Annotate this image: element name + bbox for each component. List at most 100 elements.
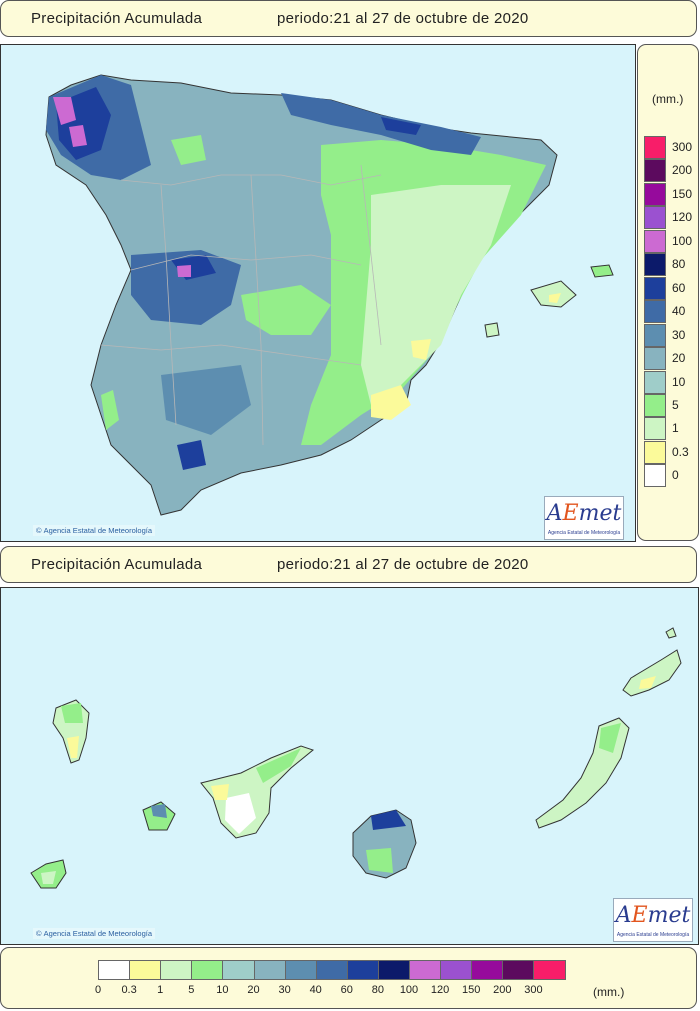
lanzarote (622, 649, 682, 697)
map-canarias[interactable]: © Agencia Estatal de Meteorología AEmet … (0, 587, 699, 945)
la-graciosa (665, 627, 677, 639)
legend-swatch (409, 960, 442, 980)
central-green (241, 285, 331, 335)
tenerife-yellow (211, 784, 229, 800)
logo-letters-met: met (578, 501, 622, 526)
legend-swatch (644, 393, 666, 417)
map-period-canarias: periodo:21 al 27 de octubre de 2020 (277, 556, 529, 573)
tenerife-green (256, 748, 301, 783)
lanzarote-yellow (639, 676, 656, 689)
legend-swatch (191, 960, 225, 980)
legend-unit-bottom: (mm.) (593, 985, 625, 999)
north-green (171, 135, 206, 165)
legend-label: 5 (188, 984, 195, 996)
province-borders (100, 164, 382, 446)
legend-label: 0 (672, 468, 679, 483)
legend-vertical: (mm.) 300 200 150 120 100 80 60 40 30 20 10 5 1 0.3 0 (637, 44, 699, 541)
legend-swatch (644, 417, 666, 441)
credit-text: Agencia Estatal de Meteorología (43, 526, 153, 535)
legend-label: 200 (672, 163, 693, 178)
legend-label: 150 (462, 984, 481, 996)
aemet-logo-canarias: AEmet Agencia Estatal de Meteorología (613, 898, 693, 942)
legend-swatch (644, 276, 666, 300)
legend-label: 300 (672, 140, 693, 154)
legend-label: 20 (247, 984, 260, 996)
legend-swatch (644, 370, 666, 394)
legend-label: 60 (340, 984, 353, 996)
legend-label: 1 (672, 421, 679, 436)
legend-label: 5 (672, 397, 679, 412)
logo-subtitle: Agencia Estatal de Meteorología (616, 932, 690, 938)
legend-label: 100 (672, 233, 693, 248)
legend-label: 300 (524, 984, 543, 996)
logo-letter-a: A (546, 501, 563, 526)
legend-swatch (644, 253, 666, 277)
precipitation-map-canarias (30, 627, 682, 889)
central-purple (177, 265, 191, 277)
logo-letter-e: E (631, 903, 648, 928)
legend-swatch (253, 960, 287, 980)
legend-horizontal: 0 0.3 1 5 10 20 30 40 60 80 100 120 150 200 300 (mm.) (0, 947, 697, 1009)
legend-swatch (284, 960, 318, 980)
legend-unit: (mm.) (652, 92, 684, 106)
south-dark (177, 440, 206, 470)
legend-label: 30 (278, 984, 291, 996)
header-canarias: Precipitación Acumulada periodo:21 al 27… (0, 546, 697, 583)
map-peninsula[interactable]: © Agencia Estatal de Meteorología AEmet … (0, 44, 636, 542)
precipitation-map-peninsula (45, 74, 614, 516)
mallorca (530, 280, 577, 308)
gran-canaria-south (366, 848, 393, 873)
la-gomera-wet (151, 804, 167, 818)
legend-swatch (644, 159, 666, 183)
legend-label: 0.3 (121, 984, 137, 996)
legend-swatch (644, 206, 666, 230)
legend-swatch (346, 960, 380, 980)
map-title: Precipitación Acumulada (31, 10, 203, 27)
legend-label: 120 (672, 210, 693, 225)
galicia-purple (53, 97, 76, 125)
logo-subtitle: Agencia Estatal de Meteorología (547, 530, 621, 536)
legend-swatch (160, 960, 194, 980)
legend-swatch (502, 960, 536, 980)
legend-swatch (440, 960, 474, 980)
header-peninsula: Precipitación Acumulada periodo:21 al 27… (0, 0, 697, 37)
legend-label: 60 (672, 280, 686, 295)
legend-swatch (98, 960, 131, 980)
legend-swatch (644, 440, 666, 464)
legend-swatch (644, 347, 666, 371)
fuerteventura-green (599, 723, 621, 753)
legend-swatch (129, 960, 163, 980)
legend-label: 30 (672, 327, 686, 342)
legend-swatch (471, 960, 505, 980)
east-light-band (361, 185, 511, 405)
legend-label: 200 (493, 984, 512, 996)
portugal-green (101, 390, 119, 430)
legend-label: 100 (399, 984, 419, 996)
logo-letter-e: E (562, 501, 579, 526)
tenerife-white (225, 793, 256, 834)
map-period: periodo:21 al 27 de octubre de 2020 (277, 10, 529, 27)
southwest-wet (161, 365, 251, 435)
legend-swatch (644, 323, 666, 347)
legend-swatch (377, 960, 411, 980)
legend-swatch (644, 182, 666, 206)
legend-label: 0.3 (672, 444, 689, 459)
legend-label: 10 (216, 984, 229, 996)
legend-label: 0 (94, 984, 102, 996)
valencia-yellow (411, 339, 431, 360)
copyright-credit: © Agencia Estatal de Meteorología (33, 525, 156, 536)
credit-text-canarias: Agencia Estatal de Meteorología (43, 929, 153, 938)
legend-label: 1 (157, 984, 164, 996)
legend-swatch (222, 960, 256, 980)
map-title-canarias: Precipitación Acumulada (31, 556, 203, 573)
legend-label: 150 (672, 186, 693, 201)
southeast-yellow (371, 385, 411, 420)
copyright-credit-canarias: © Agencia Estatal de Meteorología (33, 928, 156, 939)
legend-swatch (644, 229, 666, 253)
legend-label: 10 (672, 374, 686, 389)
cantabric-dark (381, 117, 421, 135)
legend-swatch (644, 464, 666, 488)
legend-swatch (644, 136, 666, 159)
cantabric-wet (281, 93, 481, 155)
la-palma-green (61, 703, 83, 723)
